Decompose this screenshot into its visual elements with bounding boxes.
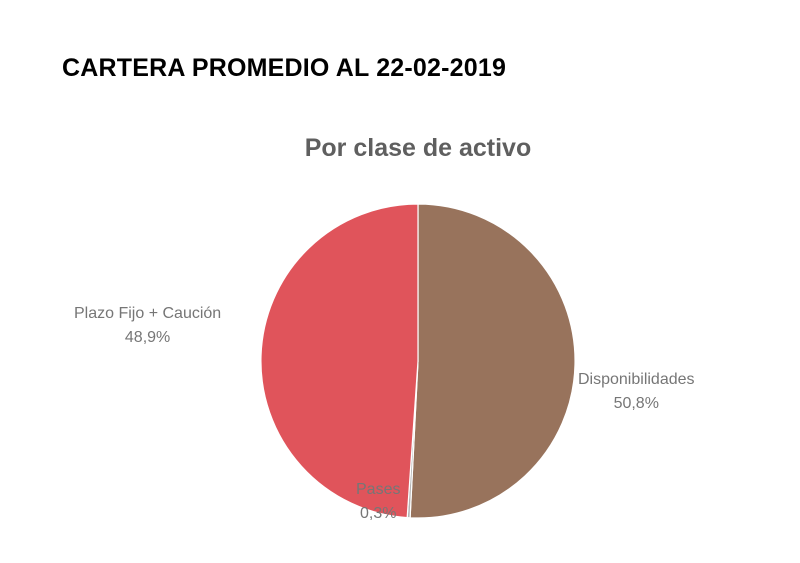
slice-value-disponibilidades: 50,8%: [613, 395, 659, 412]
page-title: CARTERA PROMEDIO AL 22-02-2019: [62, 54, 507, 82]
slice-label-plazo-fijo: Plazo Fijo + Caución 48,9%: [74, 302, 221, 350]
slice-value-plazo-fijo: 48,9%: [124, 329, 171, 346]
pie-slice-disponibilidades: [409, 203, 576, 519]
slice-name-disponibilidades: Disponibilidades: [578, 371, 695, 388]
slice-value-pases: 0,3%: [360, 505, 397, 522]
pie-slice-plazo-fijo-cauci-n: [260, 203, 419, 519]
chart-title: Por clase de activo: [304, 134, 532, 162]
slice-label-pases: Pases 0,3%: [356, 478, 400, 526]
slice-name-plazo-fijo: Plazo Fijo + Caución: [74, 305, 222, 322]
pie-slices: [260, 203, 576, 519]
slice-name-pases: Pases: [356, 481, 401, 498]
slice-label-disponibilidades: Disponibilidades 50,8%: [578, 368, 695, 416]
